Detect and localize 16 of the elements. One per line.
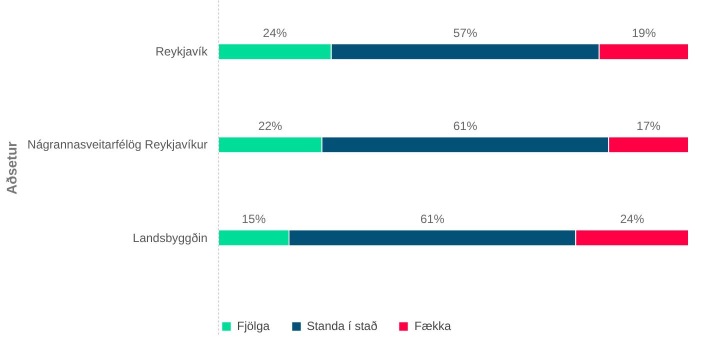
data-label: 57% [453,26,478,40]
legend-label: Fækka [414,319,452,333]
data-label: 24% [620,212,644,226]
legend-label: Fjölga [237,319,270,333]
data-label: 17% [636,119,661,134]
data-label: 22% [258,119,283,134]
data-label: 15% [242,212,266,226]
data-label: 24% [262,26,288,40]
y-tick-label: Nágrannasveitarfélög Reykjavíkur [27,138,208,152]
data-label: 61% [420,212,445,226]
data-label: 19% [632,26,656,40]
data-label: 61% [453,119,478,134]
y-tick-label: Reykjavík [155,44,208,59]
y-axis-title: Aðsetur [3,141,20,194]
y-tick-label: Landsbyggðin [132,230,208,245]
legend-label: Standa í stað [306,319,378,333]
